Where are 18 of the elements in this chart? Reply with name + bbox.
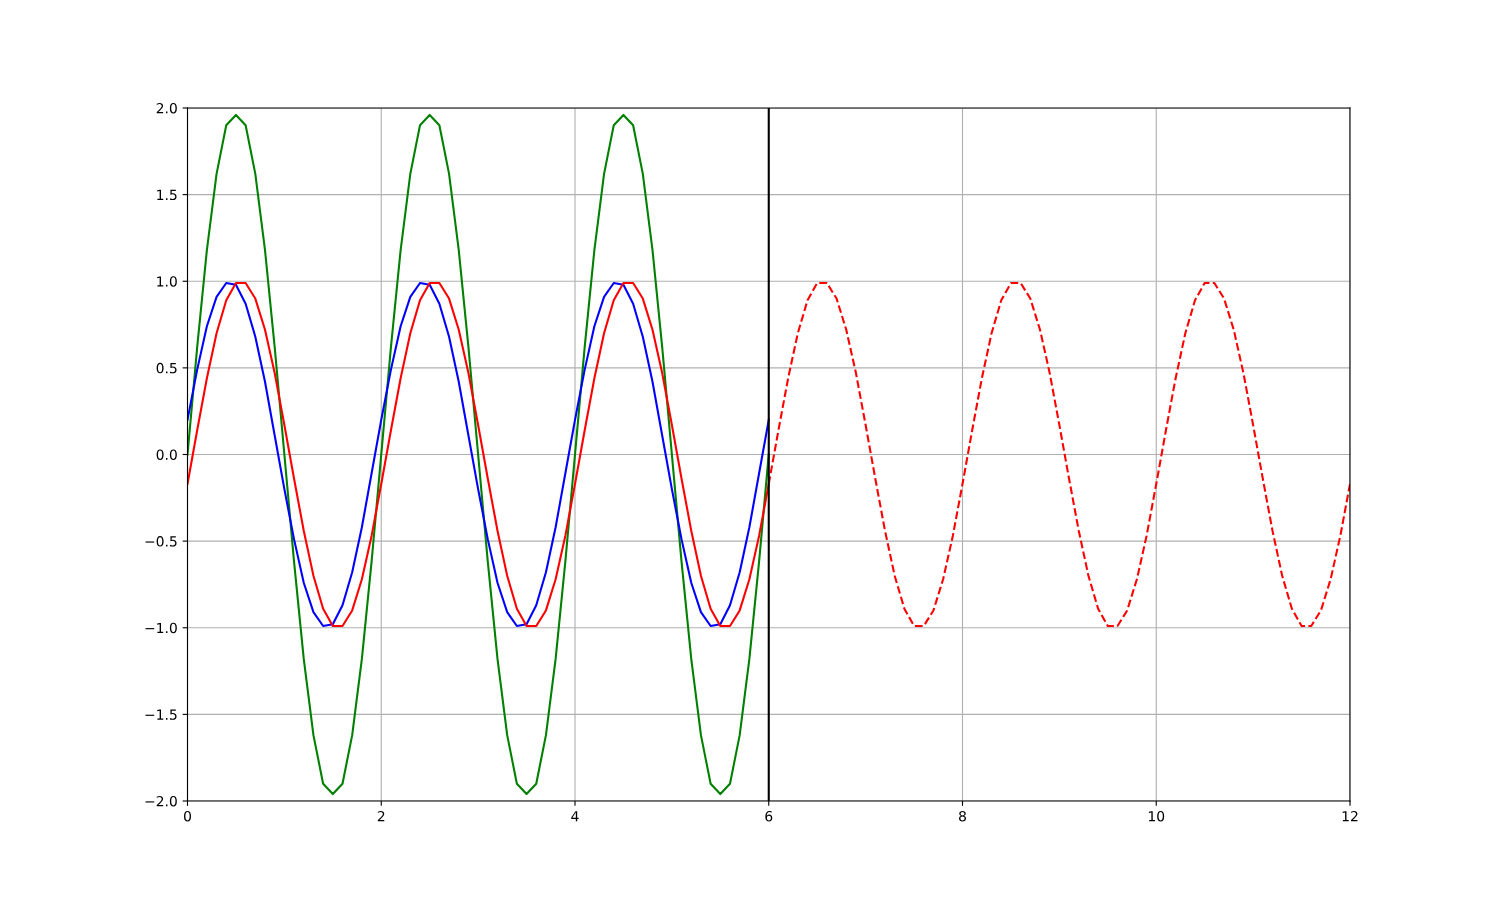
line-series [187, 113, 770, 796]
y-tick-label: 2.0 [156, 102, 177, 114]
y-tick-label: −2.0 [145, 795, 177, 807]
y-tick-label: −1.0 [145, 622, 177, 634]
x-tick-label: 12 [1342, 810, 1358, 822]
x-tick-label: 8 [959, 810, 966, 822]
y-tick-label: −1.5 [145, 709, 177, 720]
y-tick-label: 1.0 [157, 276, 177, 287]
x-tick-label: 2 [377, 810, 385, 822]
y-tick-label: 1.5 [157, 189, 177, 201]
x-tick-label: 0 [184, 810, 191, 822]
y-tick-label: −0.5 [145, 536, 177, 547]
line-series [187, 281, 770, 628]
y-tick-label: 0.0 [156, 449, 177, 460]
y-tick-label: 0.5 [156, 362, 177, 374]
x-tick-label: 4 [571, 811, 579, 822]
x-tick-label: 6 [765, 810, 773, 822]
x-tick-label: 10 [1148, 810, 1165, 822]
